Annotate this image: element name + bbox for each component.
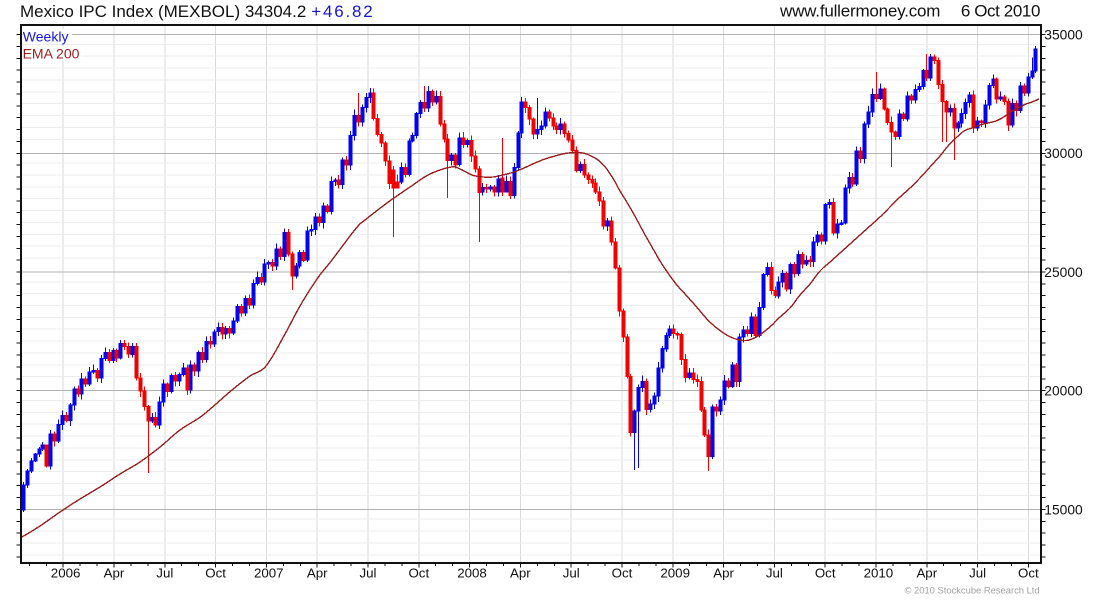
svg-text:Oct: Oct bbox=[1018, 566, 1039, 581]
svg-text:Jul: Jul bbox=[766, 566, 783, 581]
svg-text:EMA 200: EMA 200 bbox=[23, 46, 80, 62]
svg-text:Apr: Apr bbox=[510, 566, 531, 581]
svg-text:2006: 2006 bbox=[51, 566, 81, 581]
svg-text:Jul: Jul bbox=[563, 566, 580, 581]
svg-text:6 Oct 2010: 6 Oct 2010 bbox=[961, 1, 1040, 20]
svg-text:Oct: Oct bbox=[408, 566, 429, 581]
svg-text:Apr: Apr bbox=[916, 566, 937, 581]
svg-text:Weekly: Weekly bbox=[23, 28, 69, 44]
svg-text:www.fullermoney.com: www.fullermoney.com bbox=[779, 1, 940, 20]
svg-text:Jul: Jul bbox=[156, 566, 173, 581]
svg-text:Jul: Jul bbox=[360, 566, 377, 581]
svg-text:Oct: Oct bbox=[612, 566, 633, 581]
svg-text:Mexico IPC Index (MEXBOL) 3430: Mexico IPC Index (MEXBOL) 34304.2 bbox=[20, 2, 306, 21]
svg-text:+46.82: +46.82 bbox=[311, 2, 374, 21]
svg-text:Oct: Oct bbox=[205, 566, 226, 581]
svg-text:Apr: Apr bbox=[713, 566, 734, 581]
svg-text:25000: 25000 bbox=[1044, 265, 1083, 280]
svg-text:2008: 2008 bbox=[457, 566, 487, 581]
svg-text:Apr: Apr bbox=[307, 566, 328, 581]
svg-text:2010: 2010 bbox=[864, 566, 894, 581]
svg-text:30000: 30000 bbox=[1044, 146, 1083, 161]
svg-text:20000: 20000 bbox=[1044, 384, 1083, 399]
svg-text:2007: 2007 bbox=[254, 566, 284, 581]
svg-text:Oct: Oct bbox=[815, 566, 836, 581]
svg-text:© 2010 Stockcube Research Ltd: © 2010 Stockcube Research Ltd bbox=[905, 585, 1040, 596]
svg-text:15000: 15000 bbox=[1044, 502, 1083, 517]
svg-text:Apr: Apr bbox=[104, 566, 125, 581]
svg-text:2009: 2009 bbox=[660, 566, 690, 581]
svg-text:Jul: Jul bbox=[969, 566, 986, 581]
svg-text:35000: 35000 bbox=[1044, 28, 1083, 43]
